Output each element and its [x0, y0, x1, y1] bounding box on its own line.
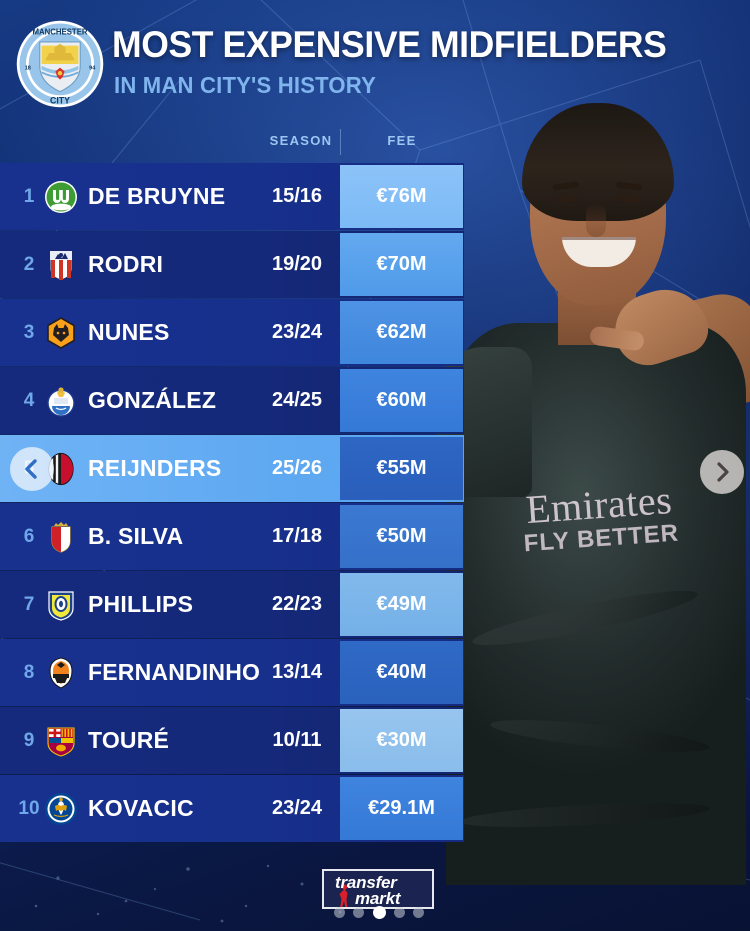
row-player-name: KOVACIC [88, 795, 194, 821]
transfermarkt-word-1: transfer [335, 873, 397, 892]
transfermarkt-logo[interactable]: transfer markt [322, 869, 434, 909]
page-subtitle: IN MAN CITY'S HISTORY [114, 72, 377, 98]
kit-sponsor: Emirates FLY BETTER [498, 477, 702, 559]
table-row[interactable]: 7 PHILLIPS 22/23 €49M [0, 571, 464, 638]
row-season: 22/23 [271, 593, 323, 615]
club-badge-porto-icon [47, 387, 75, 417]
row-player-name: B. SILVA [88, 523, 184, 549]
crest-year-right: 94 [89, 66, 96, 72]
club-badge-wolfsburg-icon [45, 181, 77, 213]
carousel-prev-button[interactable] [10, 447, 54, 491]
row-rank: 8 [23, 662, 35, 683]
row-player-name: TOURÉ [88, 727, 170, 753]
player-photo: Emirates FLY BETTER [430, 85, 750, 885]
row-season: 19/20 [271, 253, 323, 275]
row-player-name: PHILLIPS [88, 591, 194, 617]
row-fee: €70M [340, 233, 463, 296]
row-rank: 10 [18, 798, 40, 819]
row-rank: 9 [23, 730, 35, 751]
row-player-name: GONZÁLEZ [88, 387, 217, 413]
chevron-left-icon [25, 459, 37, 479]
row-fee: €29.1M [340, 777, 463, 840]
table-row[interactable]: 8 FERNANDINHO 13/14 €40M [0, 639, 464, 706]
row-season: 24/25 [271, 389, 323, 411]
row-fee: €50M [340, 505, 463, 568]
header: MANCHESTER CITY 18 94 MOST EXPENSIVE MID… [0, 0, 750, 130]
row-player-name: REIJNDERS [88, 455, 222, 481]
table-column-headers: SEASON FEE [0, 129, 464, 161]
row-fee: €76M [340, 165, 463, 228]
carousel-dot-active[interactable] [372, 905, 386, 919]
transfermarkt-figure-icon [339, 884, 348, 907]
carousel-dot[interactable] [353, 906, 365, 918]
row-fee: €49M [340, 573, 463, 636]
table-row[interactable]: 6 B. SILVA 17/18 €50M [0, 503, 464, 570]
table-row[interactable]: 3 NUNES 23/24 €62M [0, 299, 464, 366]
club-badge-monaco-icon [51, 522, 71, 553]
carousel-next-button[interactable] [700, 450, 744, 494]
table-row[interactable]: 9 TOURÉ 10/11 €30M [0, 707, 464, 774]
row-season: 10/11 [272, 729, 322, 751]
table-row[interactable]: 1 DE BRUYNE 15/16 €76M [0, 163, 464, 230]
table-row-highlighted[interactable]: 5 REIJNDERS 25/26 €55M [0, 435, 464, 502]
row-rank: 7 [23, 594, 35, 615]
club-badge-atletico-madrid-icon [49, 250, 73, 281]
row-player-name: RODRI [88, 251, 164, 277]
manchester-city-crest-icon: MANCHESTER CITY 18 94 [16, 20, 104, 108]
column-header-season: SEASON [269, 133, 333, 148]
row-season: 13/14 [271, 661, 323, 683]
player-hair [522, 103, 674, 221]
table-row[interactable]: 2 RODRI 19/20 €70M [0, 231, 464, 298]
row-fee: €62M [340, 301, 463, 364]
table-row[interactable]: 10 KOVACIC 23/24 €29.1M [0, 775, 464, 842]
carousel-dot[interactable] [393, 906, 405, 918]
row-rank: 6 [23, 526, 35, 547]
club-badge-chelsea-icon [45, 793, 77, 825]
ranking-table: SEASON FEE 1 DE BRUYNE 15/16 €76M 2 [0, 129, 464, 843]
row-fee: €55M [340, 437, 463, 500]
row-fee: €40M [340, 641, 463, 704]
crest-year-left: 18 [25, 66, 31, 72]
row-rank: 4 [23, 390, 35, 411]
column-header-fee: FEE [387, 133, 417, 148]
club-badge-barcelona-icon [47, 727, 75, 757]
carousel-dot[interactable] [334, 906, 345, 918]
row-fee: €30M [340, 709, 463, 772]
chevron-right-icon [717, 462, 729, 482]
row-player-name: DE BRUYNE [88, 183, 226, 209]
transfermarkt-word-2: markt [355, 889, 401, 908]
row-season: 17/18 [271, 525, 323, 547]
column-divider [340, 129, 341, 155]
row-rank: 1 [23, 186, 35, 207]
carousel-dots[interactable] [334, 905, 424, 919]
row-rank: 2 [23, 254, 35, 275]
row-player-name: NUNES [88, 319, 170, 345]
club-badge-shakhtar-donetsk-icon [49, 657, 73, 689]
page-title: MOST EXPENSIVE MIDFIELDERS [112, 24, 667, 65]
row-season: 23/24 [271, 797, 323, 819]
row-player-name: FERNANDINHO [88, 659, 261, 685]
club-badge-leeds-united-icon [48, 591, 74, 621]
row-season: 15/16 [271, 185, 323, 207]
row-rank: 3 [23, 322, 35, 343]
table-row[interactable]: 4 GONZÁLEZ 24/25 €60M [0, 367, 464, 434]
player-nose [586, 203, 606, 237]
carousel-dot[interactable] [413, 906, 424, 918]
row-season: 23/24 [271, 321, 323, 343]
row-fee: €60M [340, 369, 463, 432]
club-badge-ac-milan-icon [48, 452, 74, 486]
club-badge-wolves-icon [47, 317, 75, 349]
crest-top-text: MANCHESTER [32, 28, 87, 37]
crest-bottom-text: CITY [50, 96, 70, 106]
row-season: 25/26 [271, 457, 323, 479]
